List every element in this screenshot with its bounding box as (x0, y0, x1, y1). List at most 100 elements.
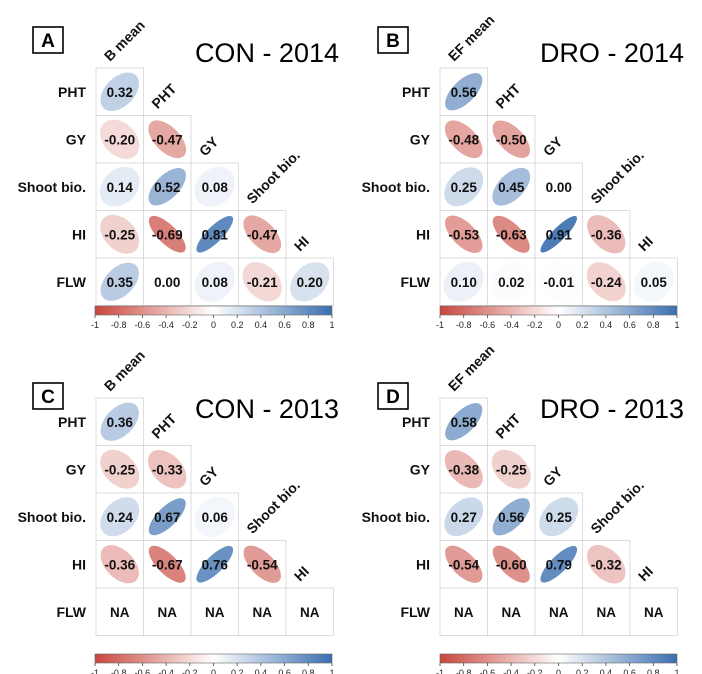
correlation-ellipse (148, 498, 186, 536)
colorbar-tick-label: 0.4 (600, 320, 613, 330)
colorbar-tick-label: 0.8 (647, 320, 660, 330)
column-label: HI (635, 233, 656, 254)
colorbar-tick-label: -0.2 (527, 668, 543, 674)
correlation-value: 0.00 (154, 275, 180, 290)
correlation-ellipse (100, 545, 139, 584)
correlation-value: -0.53 (448, 227, 479, 242)
correlation-ellipse (148, 215, 186, 253)
colorbar-tick-label: -0.4 (158, 320, 174, 330)
correlation-value: NA (110, 605, 130, 620)
correlation-value: -0.01 (543, 275, 574, 290)
correlation-ellipse (444, 167, 484, 207)
correlation-ellipse (100, 262, 139, 301)
correlation-value: -0.63 (496, 227, 527, 242)
colorbar-tick-label: 1 (329, 320, 334, 330)
correlation-ellipse (586, 262, 626, 302)
correlation-ellipse (444, 497, 484, 537)
correlation-value: -0.25 (104, 227, 135, 242)
panel-letter-box (377, 382, 409, 410)
colorbar-tick-label: -0.6 (480, 668, 496, 674)
colorbar-tick-label: -0.8 (111, 668, 127, 674)
panel-title: CON - 2014 (195, 38, 339, 68)
row-label: PHT (58, 84, 86, 100)
column-label: PHT (148, 80, 179, 111)
colorbar-tick-label: -0.8 (111, 320, 127, 330)
correlation-ellipse (445, 545, 483, 583)
column-label: HI (635, 563, 656, 584)
correlation-value: 0.20 (297, 275, 323, 290)
correlation-ellipse (633, 261, 675, 303)
correlation-ellipse (148, 120, 187, 159)
correlation-ellipse (586, 544, 626, 584)
colorbar-tick-label: 0.8 (302, 320, 315, 330)
panel-title: CON - 2013 (195, 394, 339, 424)
row-label: Shoot bio. (362, 179, 430, 195)
colorbar-tick-label: 0.4 (255, 320, 268, 330)
correlation-value: NA (502, 605, 522, 620)
correlation-value: NA (549, 605, 569, 620)
correlation-ellipse (444, 120, 483, 159)
colorbar-tick-label: 0.4 (600, 668, 613, 674)
correlation-ellipse (242, 262, 282, 302)
correlation-value: NA (253, 605, 273, 620)
correlation-value: 0.67 (154, 510, 180, 525)
row-label: Shoot bio. (18, 179, 86, 195)
row-label: Shoot bio. (362, 509, 430, 525)
correlation-value: 0.76 (202, 557, 229, 572)
column-label: Shoot bio. (243, 477, 303, 537)
row-label: HI (72, 556, 86, 572)
panel-letter: B (386, 31, 400, 52)
row-label: GY (66, 131, 87, 147)
correlation-value: -0.50 (496, 132, 527, 147)
correlation-ellipse (99, 166, 140, 207)
correlation-value: 0.06 (202, 510, 229, 525)
correlation-cell (190, 587, 239, 636)
correlation-value: -0.47 (152, 132, 183, 147)
panel-letter: D (386, 387, 400, 408)
row-label: HI (416, 556, 430, 572)
correlation-cell (629, 587, 678, 636)
correlation-value: -0.32 (591, 557, 622, 572)
colorbar-tick-label: 1 (329, 668, 334, 674)
correlation-value: NA (597, 605, 617, 620)
correlation-value: -0.20 (104, 132, 135, 147)
colorbar-tick-label: -0.8 (456, 668, 472, 674)
colorbar-tick-label: 0.4 (255, 668, 268, 674)
colorbar-tick-label: -1 (436, 320, 444, 330)
column-label: HI (291, 233, 312, 254)
column-label: GY (196, 133, 222, 159)
colorbar-tick-label: -0.2 (527, 320, 543, 330)
correlation-value: NA (644, 605, 664, 620)
panel-letter-box (32, 382, 64, 410)
correlation-ellipse (491, 449, 531, 489)
correlation-ellipse (540, 215, 578, 253)
panel-title: DRO - 2014 (540, 38, 684, 68)
colorbar-tick-label: 0.2 (231, 320, 244, 330)
colorbar-tick-label: -0.6 (135, 668, 151, 674)
correlation-ellipse (194, 166, 235, 207)
correlation-ellipse (148, 545, 186, 583)
row-label: FLW (400, 274, 430, 290)
correlation-value: -0.48 (448, 132, 479, 147)
correlation-value: 0.52 (154, 180, 180, 195)
correlation-ellipse (196, 545, 234, 583)
column-label: PHT (148, 410, 179, 441)
correlation-value: -0.25 (104, 462, 135, 477)
correlation-value: -0.67 (152, 557, 183, 572)
correlation-value: -0.60 (496, 557, 527, 572)
correlation-ellipse (492, 167, 531, 206)
row-label: HI (416, 226, 430, 242)
correlation-ellipse (492, 120, 531, 159)
correlation-value: -0.54 (247, 557, 278, 572)
correlation-ellipse (492, 215, 530, 253)
correlation-ellipse (194, 261, 235, 302)
panel-b: B DRO - 2014 PHT GY Shoot bio. HI FLW EF mean PH… (362, 12, 684, 330)
column-label: PHT (492, 410, 523, 441)
correlation-ellipse (100, 449, 140, 489)
colorbar-tick-label: -1 (91, 320, 99, 330)
panel-letter: A (41, 31, 55, 52)
correlation-ellipse (444, 450, 483, 489)
column-label: Shoot bio. (587, 147, 647, 207)
colorbar-tick-label: -0.4 (503, 668, 519, 674)
